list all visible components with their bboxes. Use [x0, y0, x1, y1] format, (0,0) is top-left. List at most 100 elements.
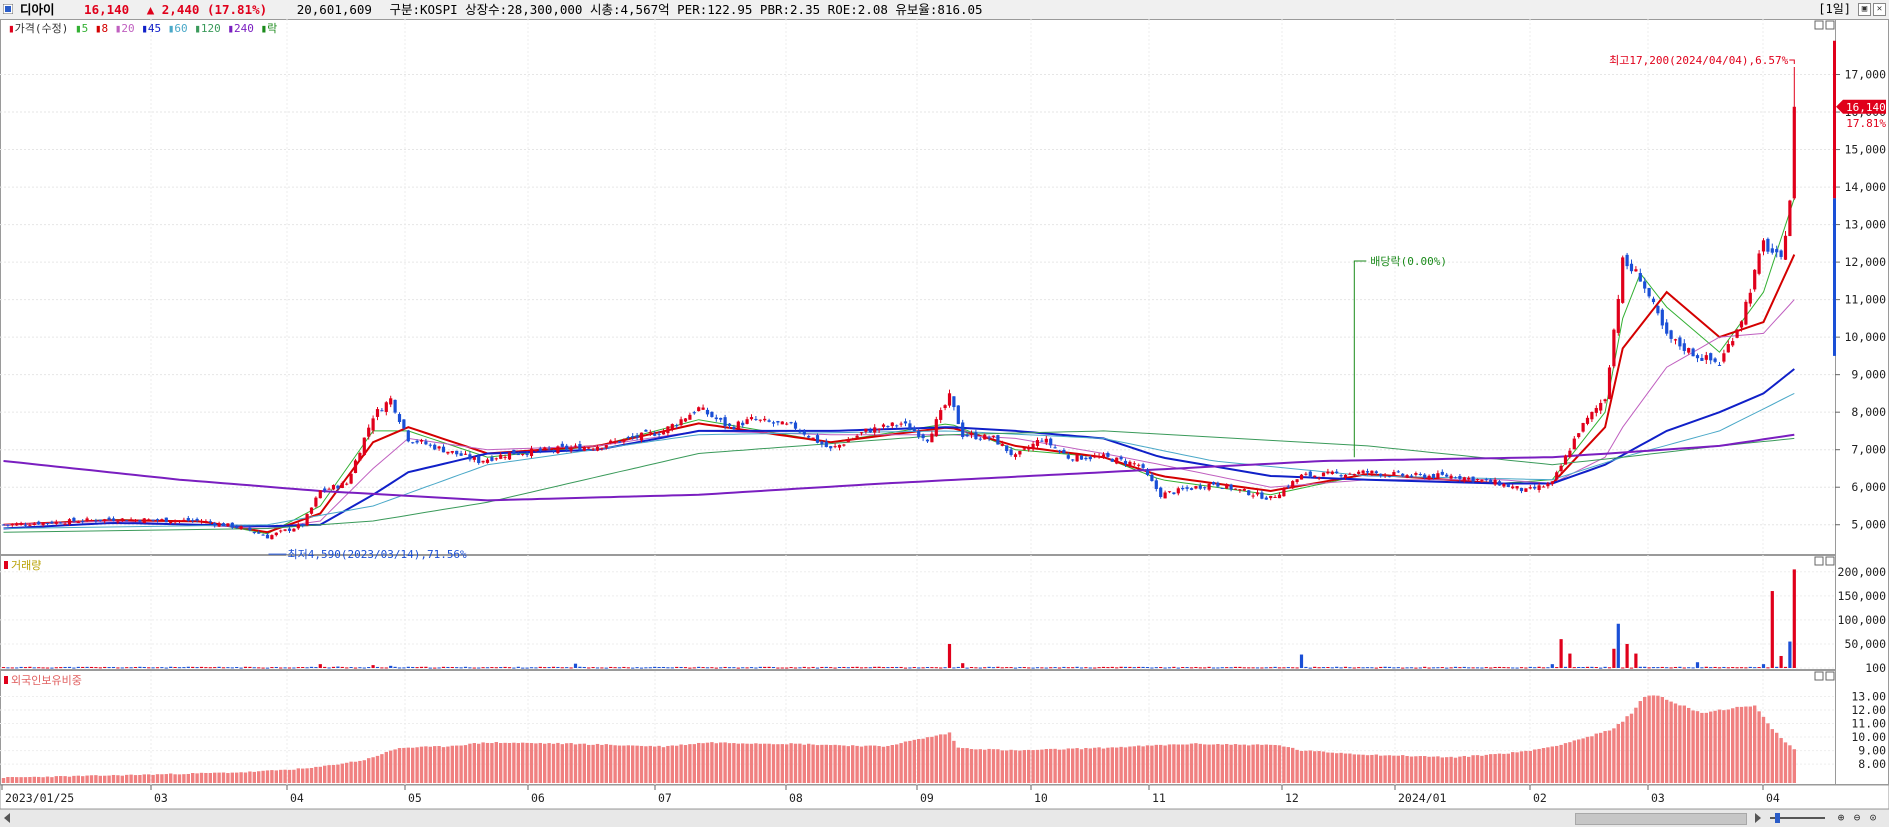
candle-body	[780, 421, 784, 425]
volume-bar	[903, 667, 908, 669]
volume-bar	[1313, 666, 1317, 668]
candle-body	[1084, 457, 1088, 460]
candle-body	[1480, 479, 1484, 481]
scroll-left-icon[interactable]	[4, 813, 10, 823]
volume-bar	[1436, 667, 1440, 669]
candle-body	[1436, 473, 1440, 479]
scroll-right-icon[interactable]	[1755, 813, 1761, 823]
candle-body	[1713, 358, 1717, 362]
foreign-bar	[503, 742, 507, 783]
candle-body	[815, 435, 820, 443]
foreign-bar	[547, 743, 551, 783]
volume-bar	[961, 663, 965, 668]
candle-body	[1220, 487, 1224, 489]
maximize-icon[interactable]: ▣	[1858, 3, 1871, 16]
candle-body	[727, 423, 732, 426]
foreign-bar	[763, 743, 767, 783]
x-tick-label: 2024/01	[1398, 791, 1447, 805]
panel-controls[interactable]	[1814, 20, 1835, 681]
foreign-bar	[534, 743, 538, 783]
candle-body	[635, 435, 639, 438]
volume-bar	[1295, 667, 1299, 669]
scroll-thumb[interactable]	[1575, 813, 1747, 825]
x-tick-label: 05	[408, 791, 422, 805]
candles	[1, 67, 1796, 540]
foreign-bar	[666, 745, 670, 783]
foreign-bar	[1352, 754, 1356, 783]
foreign-bar	[345, 762, 349, 783]
foreign-bar	[1563, 743, 1568, 783]
candle-body	[111, 518, 116, 521]
candle-body	[252, 531, 256, 533]
stock-name[interactable]: 디아이	[20, 2, 55, 17]
candle-body	[151, 519, 155, 521]
period-selector[interactable]: [1일]	[1818, 2, 1851, 16]
zoom-reset-icon[interactable]: ⊙	[1869, 811, 1877, 824]
candle-body	[1308, 471, 1312, 477]
candle-body	[1339, 475, 1343, 477]
volume-bar	[499, 667, 503, 669]
foreign-bar	[1167, 744, 1172, 783]
price-tick-label: 17,000	[1844, 68, 1886, 82]
volume-bar	[1515, 667, 1519, 669]
candle-body	[1783, 235, 1788, 260]
candle-body	[384, 402, 388, 412]
volume-bar	[415, 667, 419, 669]
candle-body	[164, 517, 168, 523]
foreign-bar	[969, 749, 974, 783]
zoom-slider[interactable]	[1770, 817, 1825, 819]
foreign-bar	[1770, 729, 1774, 783]
foreign-tick-label: 10.00	[1851, 730, 1886, 744]
volume-bar	[133, 667, 138, 669]
candle-body	[50, 521, 54, 524]
stock-chart: 5,000 6,000 7,000 8,000 9,000 10,000 11,000 12,…	[0, 19, 1889, 809]
candle-body	[939, 410, 943, 420]
volume-bar	[785, 667, 789, 669]
foreign-bar	[477, 743, 481, 783]
volume-bar	[1616, 623, 1620, 668]
zoom-out-icon[interactable]: ⊖	[1853, 811, 1861, 824]
volume-bar	[67, 666, 72, 668]
zoom-in-icon[interactable]: ⊕	[1837, 811, 1845, 824]
foreign-bar	[1687, 707, 1691, 783]
candle-body	[402, 419, 406, 429]
foreign-bar	[1330, 752, 1334, 783]
foreign-bar	[529, 743, 534, 783]
legend-title: ▮가격(수정) ▮5 ▮8 ▮20 ▮45 ▮60 ▮120 ▮240 ▮락	[8, 22, 277, 35]
volume-bar	[855, 666, 859, 668]
foreign-bar	[428, 746, 432, 783]
foreign-bar	[1607, 730, 1612, 783]
foreign-bar	[1348, 753, 1352, 783]
foreign-bar	[1145, 745, 1150, 783]
candle-body	[657, 433, 661, 435]
candle-body	[1757, 253, 1761, 274]
x-tick-label: 09	[920, 791, 934, 805]
x-tick-label: 08	[789, 791, 803, 805]
menu-icon[interactable]	[3, 4, 13, 14]
candle-body	[1568, 450, 1572, 458]
foreign-bar	[468, 743, 472, 783]
close-icon[interactable]: ✕	[1873, 3, 1886, 16]
volume-bar	[697, 666, 701, 668]
foreign-bar	[1255, 744, 1260, 783]
foreign-bar	[771, 744, 776, 783]
foreign-bar	[1603, 731, 1607, 783]
volume-bar	[252, 667, 256, 669]
horizontal-scrollbar[interactable]: ⊕ ⊖ ⊙	[0, 809, 1889, 827]
volume-bar	[617, 667, 622, 669]
foreign-bar	[807, 743, 811, 783]
foreign-bar	[1792, 749, 1796, 783]
candle-body	[829, 446, 833, 449]
foreign-bar	[54, 776, 58, 783]
volume-bar	[1770, 591, 1774, 668]
volume-bar	[1621, 667, 1625, 669]
foreign-bar	[1401, 755, 1405, 783]
candle-body	[41, 522, 45, 526]
candle-body	[1106, 452, 1110, 457]
volume-bar	[1445, 667, 1449, 669]
candle-body	[1409, 475, 1414, 477]
volume-bar	[32, 667, 36, 669]
candle-body	[802, 431, 806, 435]
zoom-knob[interactable]	[1775, 813, 1780, 823]
price-tick-label: 12,000	[1844, 255, 1886, 269]
